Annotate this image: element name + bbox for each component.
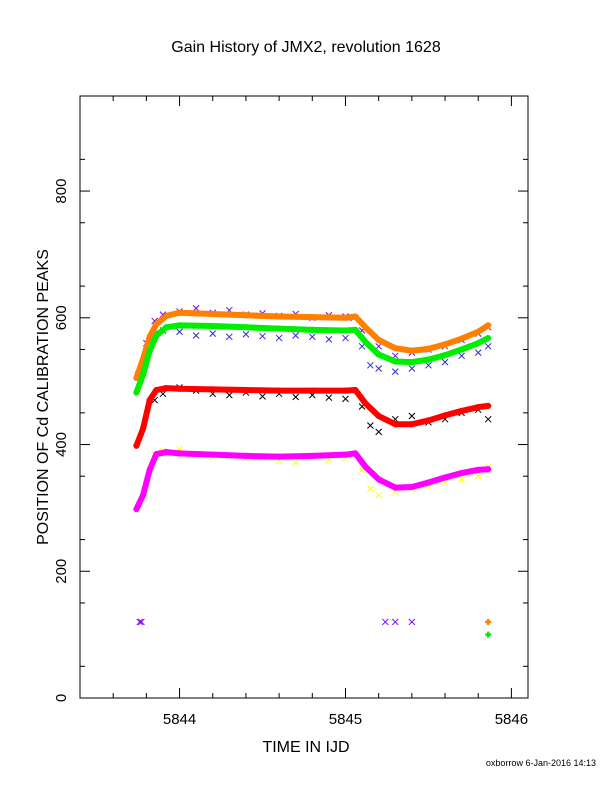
data-point bbox=[408, 365, 416, 372]
data-point bbox=[381, 618, 389, 626]
y-tick-label: 400 bbox=[53, 432, 70, 457]
data-point bbox=[275, 334, 283, 342]
data-point bbox=[192, 332, 200, 339]
x-tick-label: 5846 bbox=[495, 711, 528, 728]
data-point bbox=[474, 472, 482, 480]
data-point bbox=[367, 485, 374, 493]
data-point bbox=[209, 330, 217, 337]
data-point bbox=[375, 428, 383, 436]
series-layer bbox=[133, 304, 492, 638]
series-2 bbox=[151, 327, 492, 376]
y-tick-label: 200 bbox=[53, 559, 70, 584]
data-point bbox=[292, 393, 300, 401]
series-6 bbox=[133, 322, 492, 638]
data-point bbox=[367, 422, 374, 429]
footer-timestamp: oxborrow 6-Jan-2016 14:13 bbox=[486, 758, 596, 768]
series-5 bbox=[133, 309, 492, 625]
data-point bbox=[225, 333, 233, 341]
data-point bbox=[308, 333, 316, 341]
data-point bbox=[484, 342, 492, 350]
series-1 bbox=[134, 304, 492, 626]
data-point bbox=[408, 618, 416, 626]
fit-marker bbox=[485, 618, 492, 625]
data-point bbox=[484, 415, 492, 423]
data-point bbox=[441, 358, 449, 366]
y-tick-label: 600 bbox=[53, 305, 70, 330]
y-axis-label: POSITION OF Cd CALIBRATION PEAKS bbox=[35, 249, 52, 545]
data-point bbox=[292, 458, 300, 466]
axis-tick-labels: 5844 5845 5846 0 200 400 600 800 bbox=[53, 179, 528, 728]
fit-curve bbox=[133, 449, 492, 513]
series-8 bbox=[133, 449, 492, 513]
fit-marker bbox=[485, 631, 492, 638]
plot-frame bbox=[79, 95, 529, 699]
data-point bbox=[458, 476, 465, 483]
data-point bbox=[242, 330, 250, 338]
y-tick-label: 800 bbox=[53, 179, 70, 204]
x-tick-label: 5845 bbox=[329, 711, 362, 728]
data-point bbox=[375, 491, 383, 499]
data-point bbox=[425, 361, 432, 369]
data-point bbox=[259, 332, 266, 340]
fit-curve bbox=[133, 322, 492, 396]
data-point bbox=[391, 618, 399, 626]
data-point bbox=[474, 349, 482, 356]
fit-curve bbox=[133, 385, 492, 449]
data-point bbox=[136, 618, 144, 626]
data-point bbox=[391, 368, 399, 376]
x-tick-label: 5844 bbox=[163, 711, 196, 728]
data-point bbox=[325, 394, 333, 401]
axis-ticks bbox=[79, 96, 528, 699]
data-point bbox=[292, 332, 300, 339]
data-point bbox=[225, 391, 233, 399]
data-point bbox=[259, 393, 266, 400]
data-point bbox=[342, 334, 349, 342]
x-axis-label: TIME IN IJD bbox=[262, 739, 349, 756]
data-point bbox=[408, 412, 416, 420]
data-point bbox=[176, 328, 183, 336]
chart-title: Gain History of JMX2, revolution 1628 bbox=[171, 39, 441, 56]
data-point bbox=[458, 352, 465, 360]
data-point bbox=[342, 395, 349, 403]
series-7 bbox=[133, 385, 492, 449]
y-tick-label: 0 bbox=[53, 694, 70, 702]
data-point bbox=[138, 618, 145, 626]
fit-curve bbox=[133, 309, 492, 381]
data-point bbox=[325, 335, 333, 343]
data-point bbox=[375, 365, 383, 372]
data-point bbox=[367, 361, 374, 369]
